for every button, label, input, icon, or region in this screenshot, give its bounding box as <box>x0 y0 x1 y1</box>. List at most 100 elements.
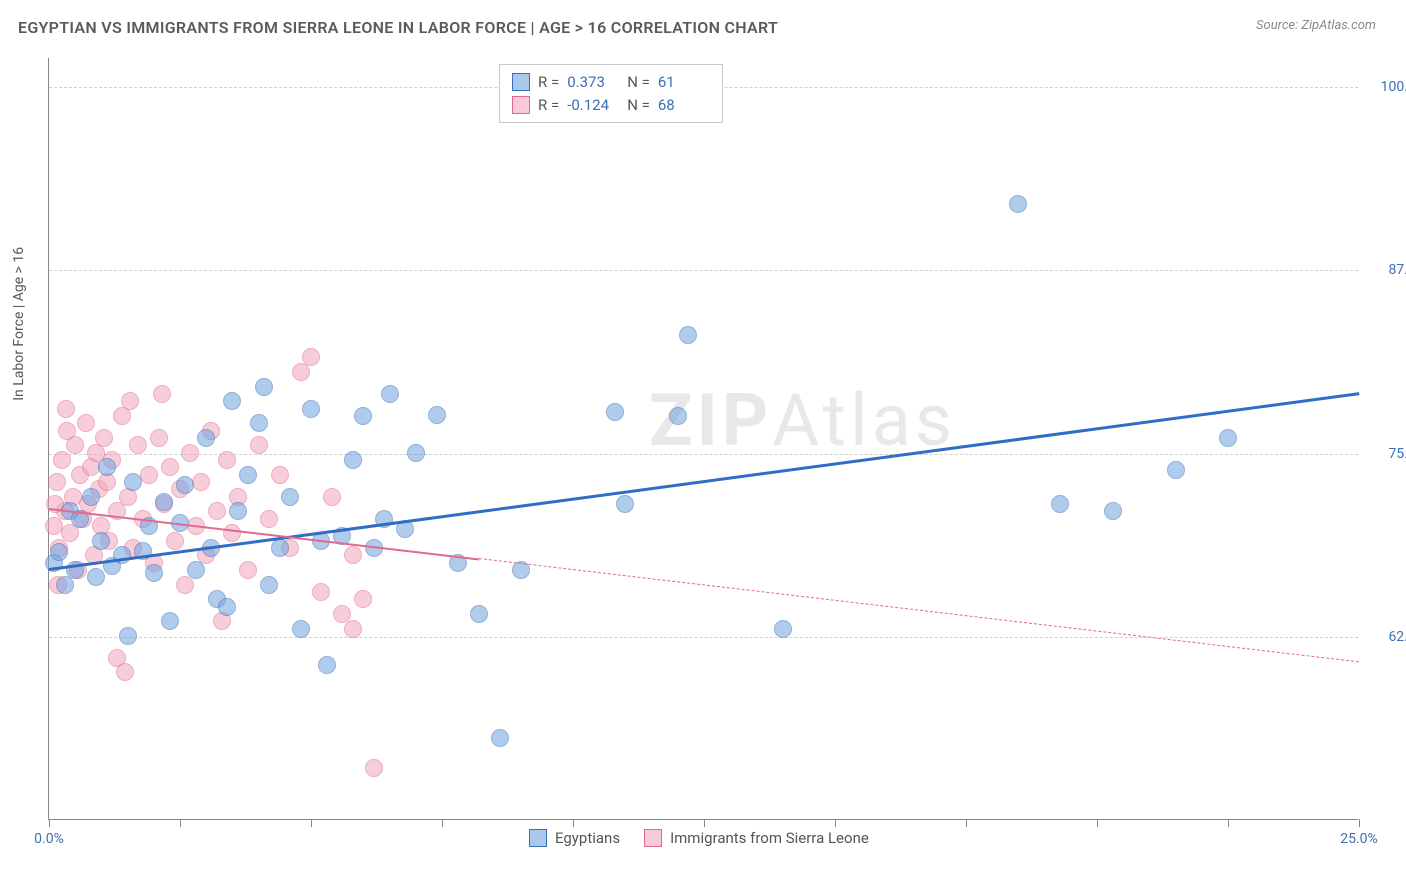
data-point <box>124 473 142 491</box>
trend-line <box>479 558 1359 662</box>
data-point <box>121 392 139 410</box>
data-point <box>669 407 687 425</box>
chart-header: EGYPTIAN VS IMMIGRANTS FROM SIERRA LEONE… <box>0 0 1406 37</box>
x-tick <box>1097 819 1098 827</box>
legend-n-label: N = <box>627 71 650 94</box>
data-point <box>223 392 241 410</box>
correlation-legend: R = 0.373 N = 61R =-0.124N =68 <box>499 64 723 123</box>
y-tick-label: 75.0% <box>1366 446 1406 462</box>
x-tick <box>180 819 181 827</box>
data-point <box>365 759 383 777</box>
gridline <box>49 270 1358 271</box>
data-point <box>318 656 336 674</box>
data-point <box>229 502 247 520</box>
data-point <box>260 576 278 594</box>
legend-n-value: 61 <box>658 71 710 94</box>
data-point <box>166 532 184 550</box>
legend-label: Immigrants from Sierra Leone <box>670 829 869 847</box>
data-point <box>239 466 257 484</box>
data-point <box>181 444 199 462</box>
data-point <box>250 436 268 454</box>
data-point <box>150 429 168 447</box>
x-tick <box>704 819 705 827</box>
series-legend: Egyptians Immigrants from Sierra Leone <box>529 829 869 847</box>
data-point <box>87 568 105 586</box>
data-point <box>344 451 362 469</box>
source-attribution: Source: ZipAtlas.com <box>1256 18 1376 33</box>
x-tick <box>835 819 836 827</box>
data-point <box>223 524 241 542</box>
legend-item: Egyptians <box>529 829 620 847</box>
x-tick <box>573 819 574 827</box>
legend-label: Egyptians <box>555 829 620 847</box>
data-point <box>302 348 320 366</box>
x-tick-label: 0.0% <box>34 831 64 847</box>
data-point <box>344 546 362 564</box>
data-point <box>161 458 179 476</box>
legend-swatch <box>529 829 547 847</box>
data-point <box>281 488 299 506</box>
x-tick <box>1359 819 1360 827</box>
y-axis-label: In Labor Force | Age > 16 <box>11 246 27 400</box>
legend-r-value: 0.373 <box>567 71 619 94</box>
data-point <box>208 502 226 520</box>
data-point <box>381 385 399 403</box>
data-point <box>92 532 110 550</box>
legend-row: R =0.373N =61 <box>512 71 710 94</box>
legend-n-label: N = <box>627 94 650 117</box>
legend-item: Immigrants from Sierra Leone <box>644 829 869 847</box>
data-point <box>407 444 425 462</box>
data-point <box>1009 195 1027 213</box>
data-point <box>95 429 113 447</box>
data-point <box>323 488 341 506</box>
data-point <box>153 385 171 403</box>
scatter-chart: In Labor Force | Age > 16 ZIPAtlas 62.5%… <box>48 58 1358 820</box>
data-point <box>116 663 134 681</box>
y-tick-label: 87.5% <box>1366 262 1406 278</box>
data-point <box>255 378 273 396</box>
data-point <box>354 590 372 608</box>
data-point <box>155 493 173 511</box>
data-point <box>77 414 95 432</box>
legend-swatch <box>512 73 530 91</box>
legend-swatch <box>644 829 662 847</box>
data-point <box>312 583 330 601</box>
data-point <box>119 627 137 645</box>
x-tick <box>311 819 312 827</box>
data-point <box>616 495 634 513</box>
data-point <box>1167 461 1185 479</box>
data-point <box>187 561 205 579</box>
data-point <box>192 473 210 491</box>
data-point <box>129 436 147 454</box>
data-point <box>239 561 257 579</box>
data-point <box>218 451 236 469</box>
data-point <box>606 403 624 421</box>
data-point <box>48 473 66 491</box>
data-point <box>145 564 163 582</box>
data-point <box>1104 502 1122 520</box>
watermark: ZIPAtlas <box>649 378 956 463</box>
y-tick-label: 100.0% <box>1366 79 1406 95</box>
x-tick <box>1228 819 1229 827</box>
x-tick <box>442 819 443 827</box>
legend-r-label: R = <box>538 94 559 117</box>
data-point <box>344 620 362 638</box>
data-point <box>271 466 289 484</box>
x-tick <box>49 819 50 827</box>
data-point <box>470 605 488 623</box>
legend-row: R =-0.124N =68 <box>512 94 710 117</box>
data-point <box>292 620 310 638</box>
data-point <box>354 407 372 425</box>
data-point <box>679 326 697 344</box>
data-point <box>260 510 278 528</box>
data-point <box>218 598 236 616</box>
gridline <box>49 454 1358 455</box>
data-point <box>50 543 68 561</box>
data-point <box>1051 495 1069 513</box>
chart-title: EGYPTIAN VS IMMIGRANTS FROM SIERRA LEONE… <box>18 18 778 37</box>
data-point <box>428 406 446 424</box>
x-tick-label: 25.0% <box>1340 831 1378 847</box>
data-point <box>176 476 194 494</box>
data-point <box>302 400 320 418</box>
data-point <box>491 729 509 747</box>
